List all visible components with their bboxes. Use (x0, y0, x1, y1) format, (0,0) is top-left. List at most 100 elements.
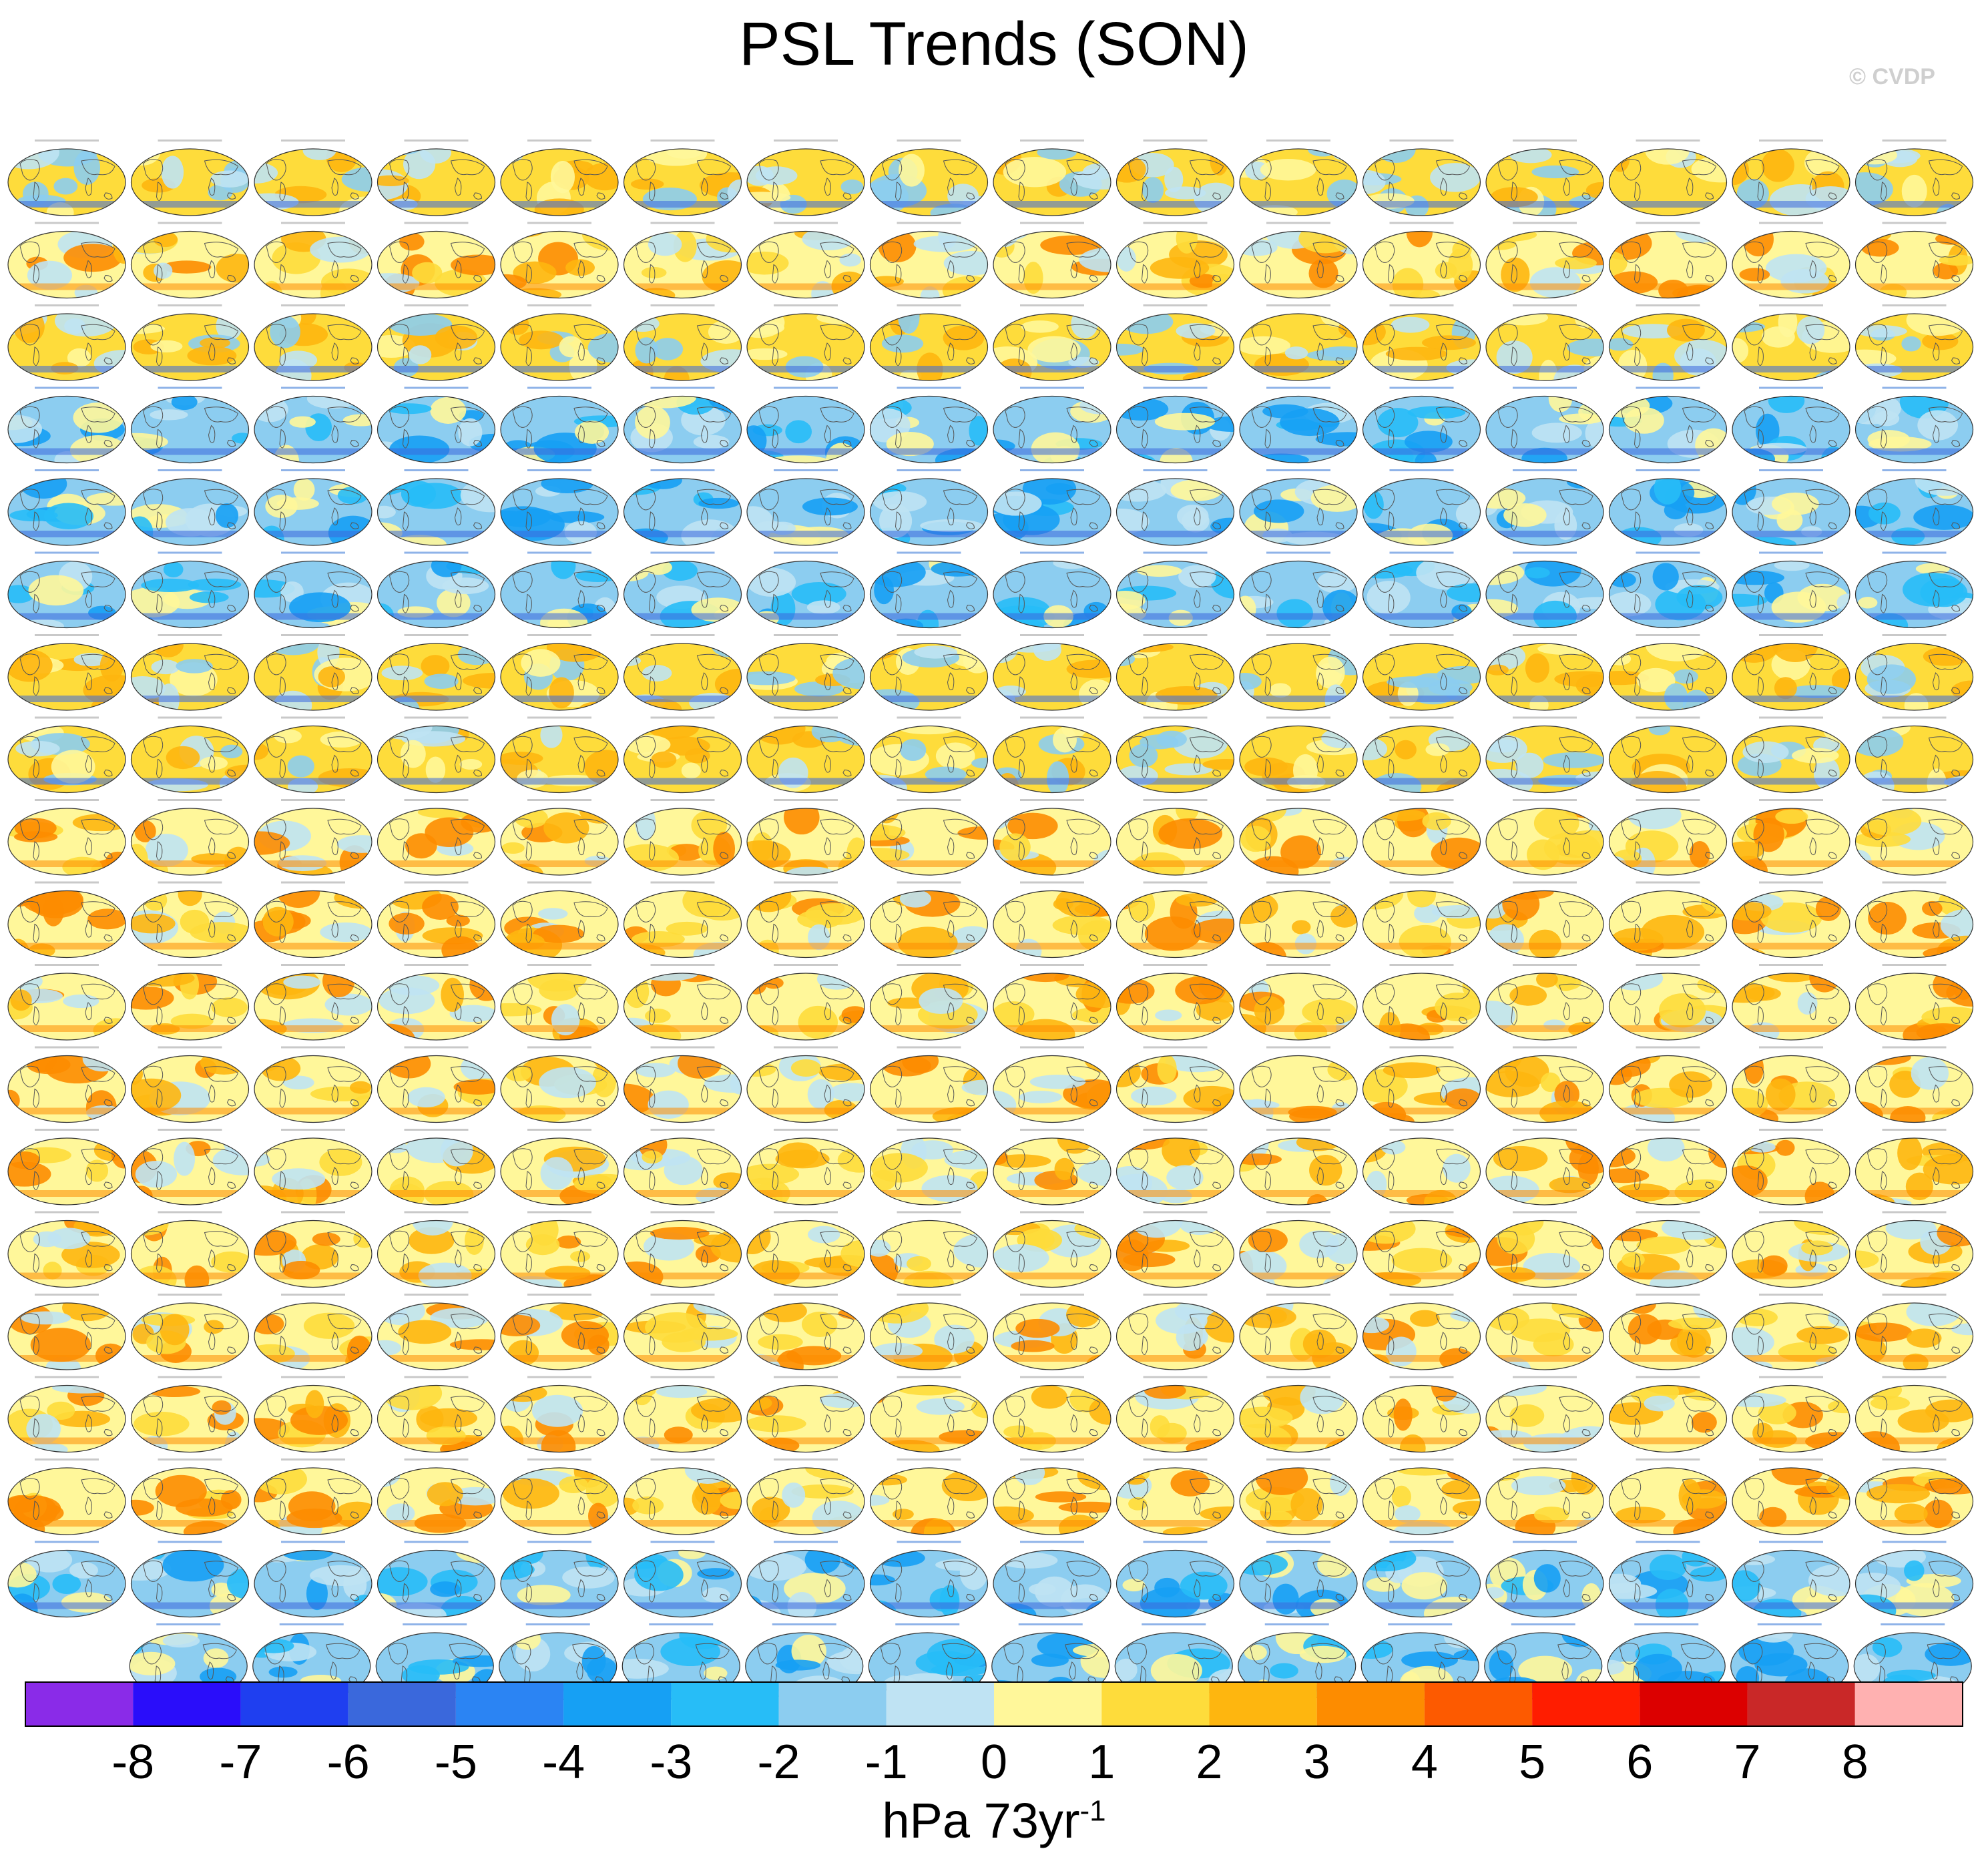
map-panel (869, 551, 989, 629)
map-panel (130, 304, 250, 381)
panel-caption (1020, 1458, 1084, 1460)
panel-caption (35, 799, 99, 801)
panel-caption (774, 1046, 838, 1049)
colorbar-box (1640, 1682, 1748, 1726)
panel-caption (404, 140, 469, 142)
map-panel (500, 634, 619, 711)
colorbar-tick-label: 3 (1304, 1736, 1330, 1789)
chart-title: PSL Trends (SON) (739, 10, 1249, 78)
panel-caption (1882, 799, 1947, 801)
panel-caption (527, 881, 591, 884)
map-panel (1239, 634, 1358, 711)
panel-caption (1020, 716, 1084, 719)
map-panel (1732, 1294, 1850, 1370)
panel-caption (158, 386, 222, 389)
panel-caption (1759, 799, 1823, 801)
panel-caption (1389, 799, 1454, 801)
panel-caption (1636, 140, 1700, 142)
map-panel (1854, 1211, 1974, 1288)
panel-caption (1266, 1458, 1330, 1460)
colorbar-tick-label: 1 (1088, 1736, 1115, 1789)
panel-caption (1882, 1046, 1947, 1049)
map-panel (1485, 634, 1604, 711)
panel-caption (1143, 634, 1208, 636)
panel-caption (1143, 140, 1208, 142)
panel-caption (1636, 469, 1700, 471)
panel-caption (35, 1211, 99, 1214)
panel-caption (35, 386, 99, 389)
panel-caption (1636, 1294, 1700, 1296)
panel-caption (1636, 1046, 1700, 1049)
panel-caption (281, 551, 345, 554)
panel-caption (1636, 634, 1700, 636)
panel-caption (1513, 1541, 1577, 1543)
colorbar-box (1209, 1682, 1317, 1726)
panel-caption (403, 1623, 467, 1625)
map-panel (623, 386, 742, 464)
map-panel (1608, 304, 1728, 381)
colorbar-tick-label: -5 (435, 1736, 477, 1789)
map-panel (500, 140, 619, 216)
colorbar-tick-label: -2 (758, 1736, 800, 1789)
map-panel (1362, 1129, 1481, 1206)
panel-caption (1143, 1294, 1208, 1296)
map-panel (746, 140, 865, 216)
map-panel (623, 716, 742, 794)
panel-caption (158, 469, 222, 471)
colorbar-tick-label: 2 (1196, 1736, 1222, 1789)
panel-caption (1264, 1623, 1329, 1625)
panel-caption (1143, 1541, 1208, 1543)
map-panel (993, 469, 1111, 546)
map-panel (1239, 1541, 1358, 1618)
panel-caption (527, 140, 591, 142)
panel-caption (1266, 140, 1330, 142)
panel-caption (1143, 1129, 1208, 1131)
panel-caption (1882, 716, 1947, 719)
map-panel (746, 716, 865, 794)
map-panel (130, 799, 250, 876)
panel-caption (897, 1211, 961, 1214)
panel-caption (158, 799, 222, 801)
panel-caption (1389, 716, 1454, 719)
panel-caption (404, 304, 469, 306)
panel-caption (1759, 1541, 1823, 1543)
panel-caption (527, 634, 591, 636)
map-panel (1485, 1294, 1604, 1370)
panel-caption (1020, 140, 1084, 142)
map-panel (1608, 140, 1728, 216)
panel-caption (1636, 799, 1700, 801)
panel-caption (897, 964, 961, 966)
panel-caption (1759, 1376, 1823, 1378)
panel-caption (1636, 304, 1700, 306)
panel-caption (281, 1541, 345, 1543)
map-panel (1239, 386, 1358, 464)
panel-caption (35, 1294, 99, 1296)
map-panel (500, 304, 619, 381)
panel-caption (1759, 1129, 1823, 1131)
panel-caption (1018, 1623, 1083, 1625)
panel-caption (281, 1211, 345, 1214)
panel-caption (1020, 1541, 1084, 1543)
panel-caption (35, 964, 99, 966)
panel-caption (404, 799, 469, 801)
colorbar-tick-label: -6 (327, 1736, 370, 1789)
panel-caption (527, 1458, 591, 1460)
panel-caption (404, 1458, 469, 1460)
panel-caption (1020, 1211, 1084, 1214)
panel-caption (404, 1046, 469, 1049)
panel-caption (1636, 964, 1700, 966)
panel-caption (650, 1129, 715, 1131)
panel-caption (1143, 1046, 1208, 1049)
map-panel (1115, 881, 1235, 959)
panel-caption (897, 222, 961, 224)
panel-caption (1757, 1623, 1822, 1625)
panel-caption (1759, 1046, 1823, 1049)
map-panel (1115, 799, 1235, 876)
panel-caption (1511, 1623, 1575, 1625)
map-panel (1608, 551, 1728, 629)
panel-caption (158, 1211, 222, 1214)
map-panel (7, 1458, 126, 1535)
panel-caption (1882, 1541, 1947, 1543)
panel-caption (650, 386, 715, 389)
panel-caption (650, 1211, 715, 1214)
